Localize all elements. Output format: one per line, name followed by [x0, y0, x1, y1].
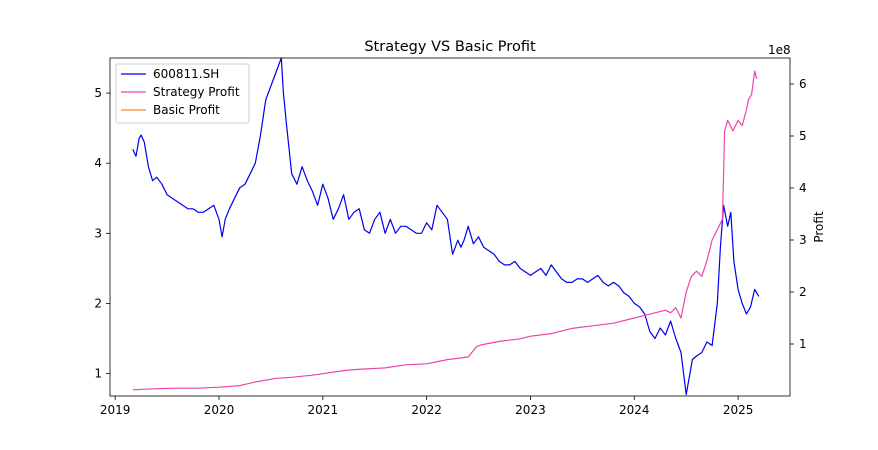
x-tick-label: 2023	[515, 403, 546, 417]
series-line-stock	[132, 57, 760, 396]
legend-box	[115, 63, 250, 124]
right-y-tick-label: 1	[799, 337, 807, 351]
left-y-tick-label: 4	[94, 156, 102, 170]
right-y-tick-label: 4	[799, 181, 807, 195]
left-y-tick-label: 1	[94, 367, 102, 381]
right-y-tick-label: 3	[799, 233, 807, 247]
left-y-tick-label: 2	[94, 296, 102, 310]
series-line-strategy	[132, 70, 758, 391]
legend-label-stock: 600811.SH	[153, 67, 219, 81]
left-y-tick-label: 3	[94, 226, 102, 240]
x-tick-label: 2021	[308, 403, 339, 417]
x-tick-label: 2019	[100, 403, 131, 417]
right-y-axis: 1 2 3 4 5 6	[790, 77, 807, 351]
x-tick-label: 2024	[619, 403, 650, 417]
x-axis: 2019 2020 2021 2022 2023 2024 2025	[100, 396, 753, 417]
legend: 600811.SH Strategy Profit Basic Profit	[115, 63, 250, 124]
legend-label-basic: Basic Profit	[153, 103, 220, 117]
right-y-tick-label: 6	[799, 77, 807, 91]
plot-area-frame	[109, 57, 791, 397]
left-y-axis: 1 2 3 4 5	[94, 86, 110, 381]
x-tick-label: 2022	[411, 403, 442, 417]
x-tick-label: 2020	[204, 403, 235, 417]
plot-lines	[132, 57, 760, 396]
right-axis-multiplier: 1e8	[768, 43, 791, 57]
legend-label-strategy: Strategy Profit	[153, 85, 240, 99]
chart-title: Strategy VS Basic Profit	[364, 39, 536, 55]
right-y-tick-label: 5	[799, 129, 807, 143]
left-y-tick-label: 5	[94, 86, 102, 100]
right-y-tick-label: 2	[799, 285, 807, 299]
x-tick-label: 2025	[723, 403, 754, 417]
right-y-axis-label: Profit	[812, 211, 826, 243]
